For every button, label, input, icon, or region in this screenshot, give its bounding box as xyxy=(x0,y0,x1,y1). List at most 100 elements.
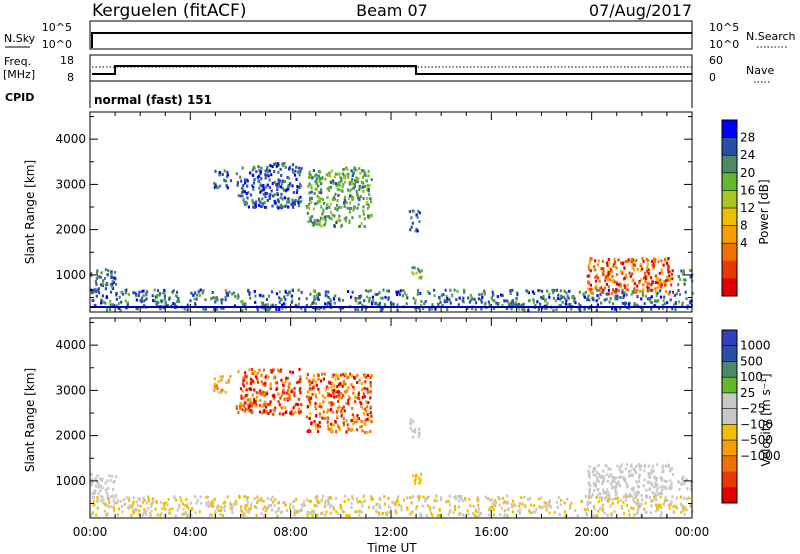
vel-cell xyxy=(342,510,345,514)
power-cell xyxy=(659,295,663,299)
power-cell xyxy=(288,290,291,294)
power-cell xyxy=(261,204,264,208)
vel-cell xyxy=(595,514,598,517)
power-cell xyxy=(480,307,483,311)
power-colorbar-tick-label: 12 xyxy=(740,201,755,215)
vel-cell xyxy=(354,510,357,514)
power-cell xyxy=(106,282,109,286)
vel-cell xyxy=(309,402,312,406)
power-cell xyxy=(299,195,302,199)
vel-cell xyxy=(130,505,134,509)
vel-cell xyxy=(462,513,465,517)
power-cell xyxy=(387,289,390,293)
vel-cell xyxy=(105,513,108,516)
power-cell xyxy=(273,193,276,197)
vel-cell xyxy=(369,411,372,415)
power-cell xyxy=(226,173,229,177)
vel-cell xyxy=(255,506,258,510)
power-cell xyxy=(310,184,313,188)
power-cell xyxy=(359,186,362,190)
power-cell xyxy=(120,300,123,304)
vel-cell xyxy=(415,505,418,509)
power-cell xyxy=(595,288,599,292)
vel-cell xyxy=(647,474,650,478)
power-cell xyxy=(341,298,345,302)
vel-cell xyxy=(613,509,616,513)
power-cell xyxy=(487,300,490,304)
vel-cell xyxy=(345,373,348,377)
vel-cell xyxy=(600,507,604,511)
power-colorbar-swatch xyxy=(722,243,737,262)
vel-cell xyxy=(570,501,573,505)
vel-cell xyxy=(159,513,162,517)
power-cell xyxy=(195,297,198,301)
vel-cell xyxy=(291,412,295,416)
vel-cell xyxy=(355,428,359,432)
vel-cell xyxy=(409,496,412,500)
power-cell xyxy=(283,196,286,200)
vel-cell xyxy=(533,510,536,514)
vel-cell xyxy=(601,481,604,485)
vel-cell xyxy=(114,495,117,499)
x-tick-label: 00:00 xyxy=(73,525,108,539)
power-cell xyxy=(642,276,646,280)
vel-cell xyxy=(272,397,275,401)
vel-cell xyxy=(506,501,509,505)
power-cell xyxy=(340,225,343,228)
vel-cell xyxy=(359,500,362,504)
vel-cell xyxy=(342,382,345,386)
power-cell xyxy=(110,273,113,277)
power-cell xyxy=(224,289,227,292)
vel-cell xyxy=(408,496,411,500)
vel-cell xyxy=(595,484,598,488)
vel-cell xyxy=(634,494,637,497)
power-cell xyxy=(281,303,284,307)
power-cell xyxy=(311,221,314,225)
vel-cell xyxy=(625,481,628,485)
vel-cell xyxy=(286,388,290,392)
power-cell xyxy=(509,292,512,295)
power-cell xyxy=(417,288,420,292)
power-cell xyxy=(336,187,339,191)
power-cell xyxy=(552,291,555,295)
power-cell xyxy=(451,294,454,298)
power-cell xyxy=(241,187,244,191)
vel-cell xyxy=(681,477,684,481)
power-cell xyxy=(649,276,653,280)
power-colorbar-tick-label: 20 xyxy=(740,166,755,180)
power-cell xyxy=(340,177,343,181)
vel-cell xyxy=(609,472,612,476)
vel-cell xyxy=(262,390,265,394)
vel-cell xyxy=(288,382,291,386)
vel-cell xyxy=(347,375,350,379)
power-cell xyxy=(283,205,286,209)
power-cell xyxy=(515,301,518,304)
vel-cell xyxy=(217,509,220,512)
power-cell xyxy=(587,267,591,271)
power-colorbar-swatch xyxy=(722,155,737,174)
vel-cell xyxy=(629,469,632,473)
vel-cell xyxy=(464,496,467,500)
vel-cell xyxy=(439,498,443,502)
vel-cell xyxy=(344,382,347,386)
vel-cell xyxy=(275,381,279,385)
vel-cell xyxy=(459,494,462,498)
power-cell xyxy=(412,296,415,300)
vel-cell xyxy=(602,488,605,492)
vel-cell xyxy=(341,407,344,411)
vel-cell xyxy=(338,427,342,431)
vel-cell xyxy=(112,480,115,484)
vel-cell xyxy=(491,505,494,509)
vel-cell xyxy=(636,510,639,514)
vel-cell xyxy=(409,426,412,430)
power-cell xyxy=(652,267,655,270)
power-cell xyxy=(639,268,642,272)
vel-cell xyxy=(150,505,153,508)
time-axis: 00:00 04:00 08:00 12:00 16:00 20:00 00:00 xyxy=(73,525,710,539)
power-cell xyxy=(613,257,616,261)
power-cell xyxy=(107,269,110,273)
vel-cell xyxy=(529,503,533,507)
vel-cell xyxy=(359,425,362,429)
power-cell xyxy=(202,289,205,293)
